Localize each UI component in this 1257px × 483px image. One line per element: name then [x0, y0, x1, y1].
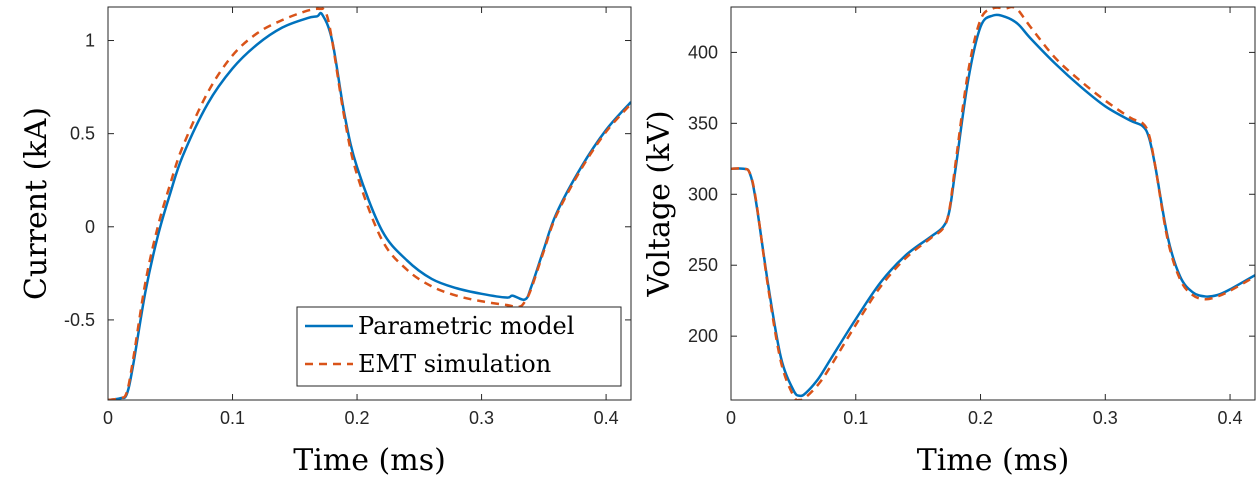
y-tick-label: 400	[688, 42, 718, 62]
legend-label-parametric: Parametric model	[358, 312, 574, 340]
x-axis-label: Time (ms)	[293, 443, 446, 478]
y-tick-label: 200	[688, 326, 718, 346]
x-tick-label: 0.4	[1218, 408, 1243, 428]
x-tick-label: 0.4	[594, 408, 619, 428]
x-tick-label: 0.1	[843, 408, 868, 428]
x-axis-label: Time (ms)	[917, 443, 1070, 478]
y-axis-label: Voltage (kV)	[642, 110, 677, 297]
y-tick-label: 300	[688, 184, 718, 204]
x-tick-label: 0	[726, 408, 736, 428]
x-tick-label: 0.2	[345, 408, 370, 428]
y-tick-label: 0	[85, 217, 95, 237]
axes-box	[107, 6, 632, 401]
y-tick-label: 250	[688, 255, 718, 275]
x-tick-label: 0.2	[968, 408, 993, 428]
x-tick-label: 0	[103, 408, 113, 428]
axes-box	[730, 6, 1256, 401]
y-tick-label: 350	[688, 113, 718, 133]
y-tick-label: 1	[85, 31, 95, 51]
series-line-parametric	[731, 13, 1255, 398]
y-tick-label: -0.5	[64, 310, 95, 330]
x-tick-label: 0.3	[1093, 408, 1118, 428]
series-line-emt	[108, 7, 631, 400]
current-chart: 0 0.1 0.2 0.3 0.4 -0.5 0 0.5 1 Time (ms) Current (…	[19, 6, 632, 478]
legend-box	[296, 306, 622, 387]
legend-label-emt: EMT simulation	[358, 350, 551, 378]
y-tick-label: 0.5	[70, 124, 95, 144]
series-line-emt	[731, 7, 1255, 400]
x-tick-label: 0.1	[220, 408, 245, 428]
y-axis-label: Current (kA)	[19, 107, 54, 300]
legend: Parametric model EMT simulation	[296, 306, 622, 387]
voltage-chart: 0 0.1 0.2 0.3 0.4 200 250 300 350 400 Time (ms) Vol…	[642, 6, 1256, 478]
x-tick-label: 0.3	[469, 408, 494, 428]
